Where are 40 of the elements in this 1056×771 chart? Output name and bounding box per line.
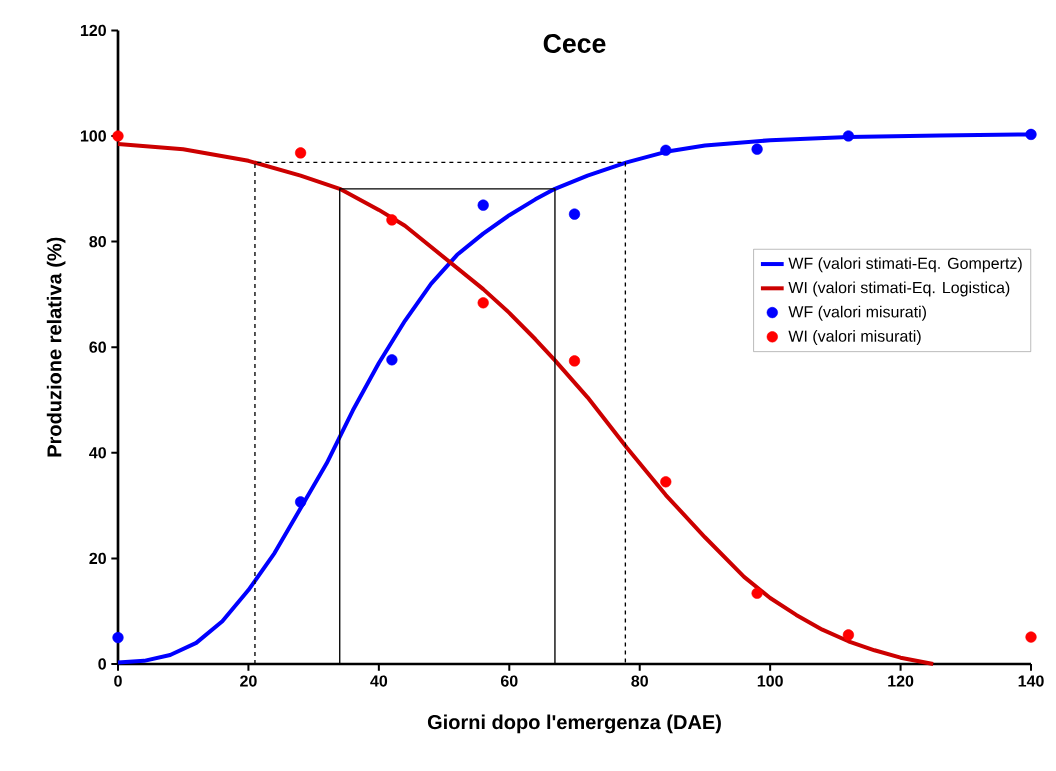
y-tick-label: 60	[89, 341, 106, 353]
point	[842, 130, 855, 142]
point	[842, 629, 855, 641]
x-tick-label: 100	[757, 675, 783, 687]
point	[751, 143, 763, 155]
y-tick-label: 120	[80, 24, 106, 37]
point	[112, 631, 124, 644]
point	[295, 496, 307, 508]
point	[1025, 128, 1037, 141]
y-tick-label: 20	[89, 552, 106, 565]
point	[386, 354, 398, 366]
y-tick-label: 80	[89, 235, 106, 248]
y-axis-title: Produzione relativa (%)	[46, 237, 66, 457]
x-tick-label: 140	[1018, 675, 1044, 687]
legend-label: WI (valori misurati)	[788, 330, 921, 345]
point	[568, 208, 581, 220]
legend-label: WF (valori stimati-Eq. Gompertz)	[788, 257, 1022, 273]
chart-title: Cece	[543, 34, 606, 53]
x-tick-label: 80	[631, 675, 648, 687]
y-tick-label: 40	[89, 447, 106, 459]
point	[660, 476, 672, 488]
point	[386, 214, 398, 226]
x-tick-label: 60	[500, 675, 518, 687]
point	[568, 355, 581, 367]
legend-label: WF (valori misurati)	[788, 305, 926, 321]
legend-label: WI (valori stimati-Eq. Logistica)	[788, 281, 1010, 297]
point	[660, 144, 672, 156]
x-tick-label: 120	[888, 675, 914, 687]
point	[477, 297, 489, 309]
x-tick-label: 0	[114, 675, 122, 687]
point	[1025, 631, 1037, 643]
y-tick-label: 0	[98, 658, 106, 670]
x-tick-label: 40	[370, 675, 388, 687]
y-tick-label: 100	[80, 130, 106, 142]
point	[295, 147, 307, 159]
x-tick-label: 20	[240, 675, 257, 687]
point	[112, 130, 124, 142]
point	[477, 199, 489, 211]
x-axis-title: Giorni dopo l'emergenza (DAE)	[427, 714, 721, 734]
point	[751, 587, 763, 599]
